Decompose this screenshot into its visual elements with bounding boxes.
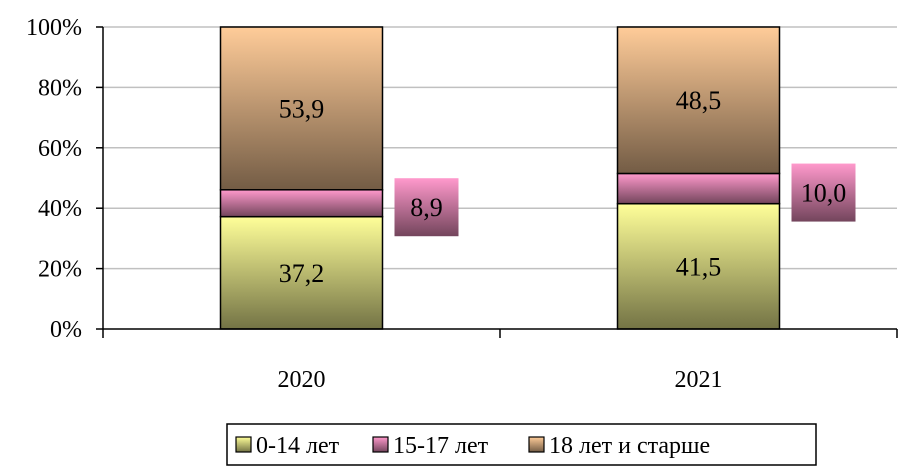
- data-label: 37,2: [279, 259, 325, 288]
- data-label-box: [791, 163, 856, 222]
- legend-swatch: [372, 436, 389, 453]
- x-axis-labels: 2020 2021: [278, 367, 723, 393]
- data-label: 48,5: [676, 86, 722, 115]
- bar-2021-series-2: [616, 26, 781, 175]
- y-tick-label: 40%: [38, 196, 82, 222]
- bar-2020-series-2: [219, 26, 384, 191]
- y-tick-label: 60%: [38, 136, 82, 162]
- legend-label: 15-17 лет: [393, 433, 489, 459]
- y-tick-label: 0%: [50, 317, 82, 343]
- y-tick-label: 20%: [38, 257, 82, 283]
- axes: [102, 27, 898, 338]
- bar-2021-series-0: [616, 202, 781, 330]
- y-tick-label: 80%: [38, 75, 82, 101]
- data-label: 41,5: [676, 252, 722, 281]
- legend-swatch: [235, 436, 252, 453]
- bar-2020-series-1: [219, 189, 384, 218]
- legend-label: 18 лет и старше: [549, 433, 710, 459]
- x-tick-label: 2020: [278, 367, 326, 393]
- legend: 0-14 лет 15-17 лет 18 лет и старше: [226, 423, 817, 466]
- y-axis-ticks: 0% 20% 40% 60% 80% 100%: [26, 15, 103, 343]
- data-labels: 37,2 8,9 53,9 41,5 10,0 48,5: [279, 86, 856, 288]
- data-label: 10,0: [801, 179, 847, 208]
- legend-swatch: [528, 436, 545, 453]
- legend-box: [226, 423, 817, 466]
- data-label: 53,9: [279, 94, 325, 123]
- data-label: 8,9: [410, 193, 443, 222]
- y-tick-label: 100%: [26, 15, 82, 41]
- data-label-box: [394, 178, 459, 237]
- x-tick-label: 2021: [675, 367, 723, 393]
- legend-label: 0-14 лет: [256, 433, 340, 459]
- bar-2021-series-1: [616, 172, 781, 205]
- bar-2020-series-0: [219, 215, 384, 330]
- bars: [219, 26, 781, 330]
